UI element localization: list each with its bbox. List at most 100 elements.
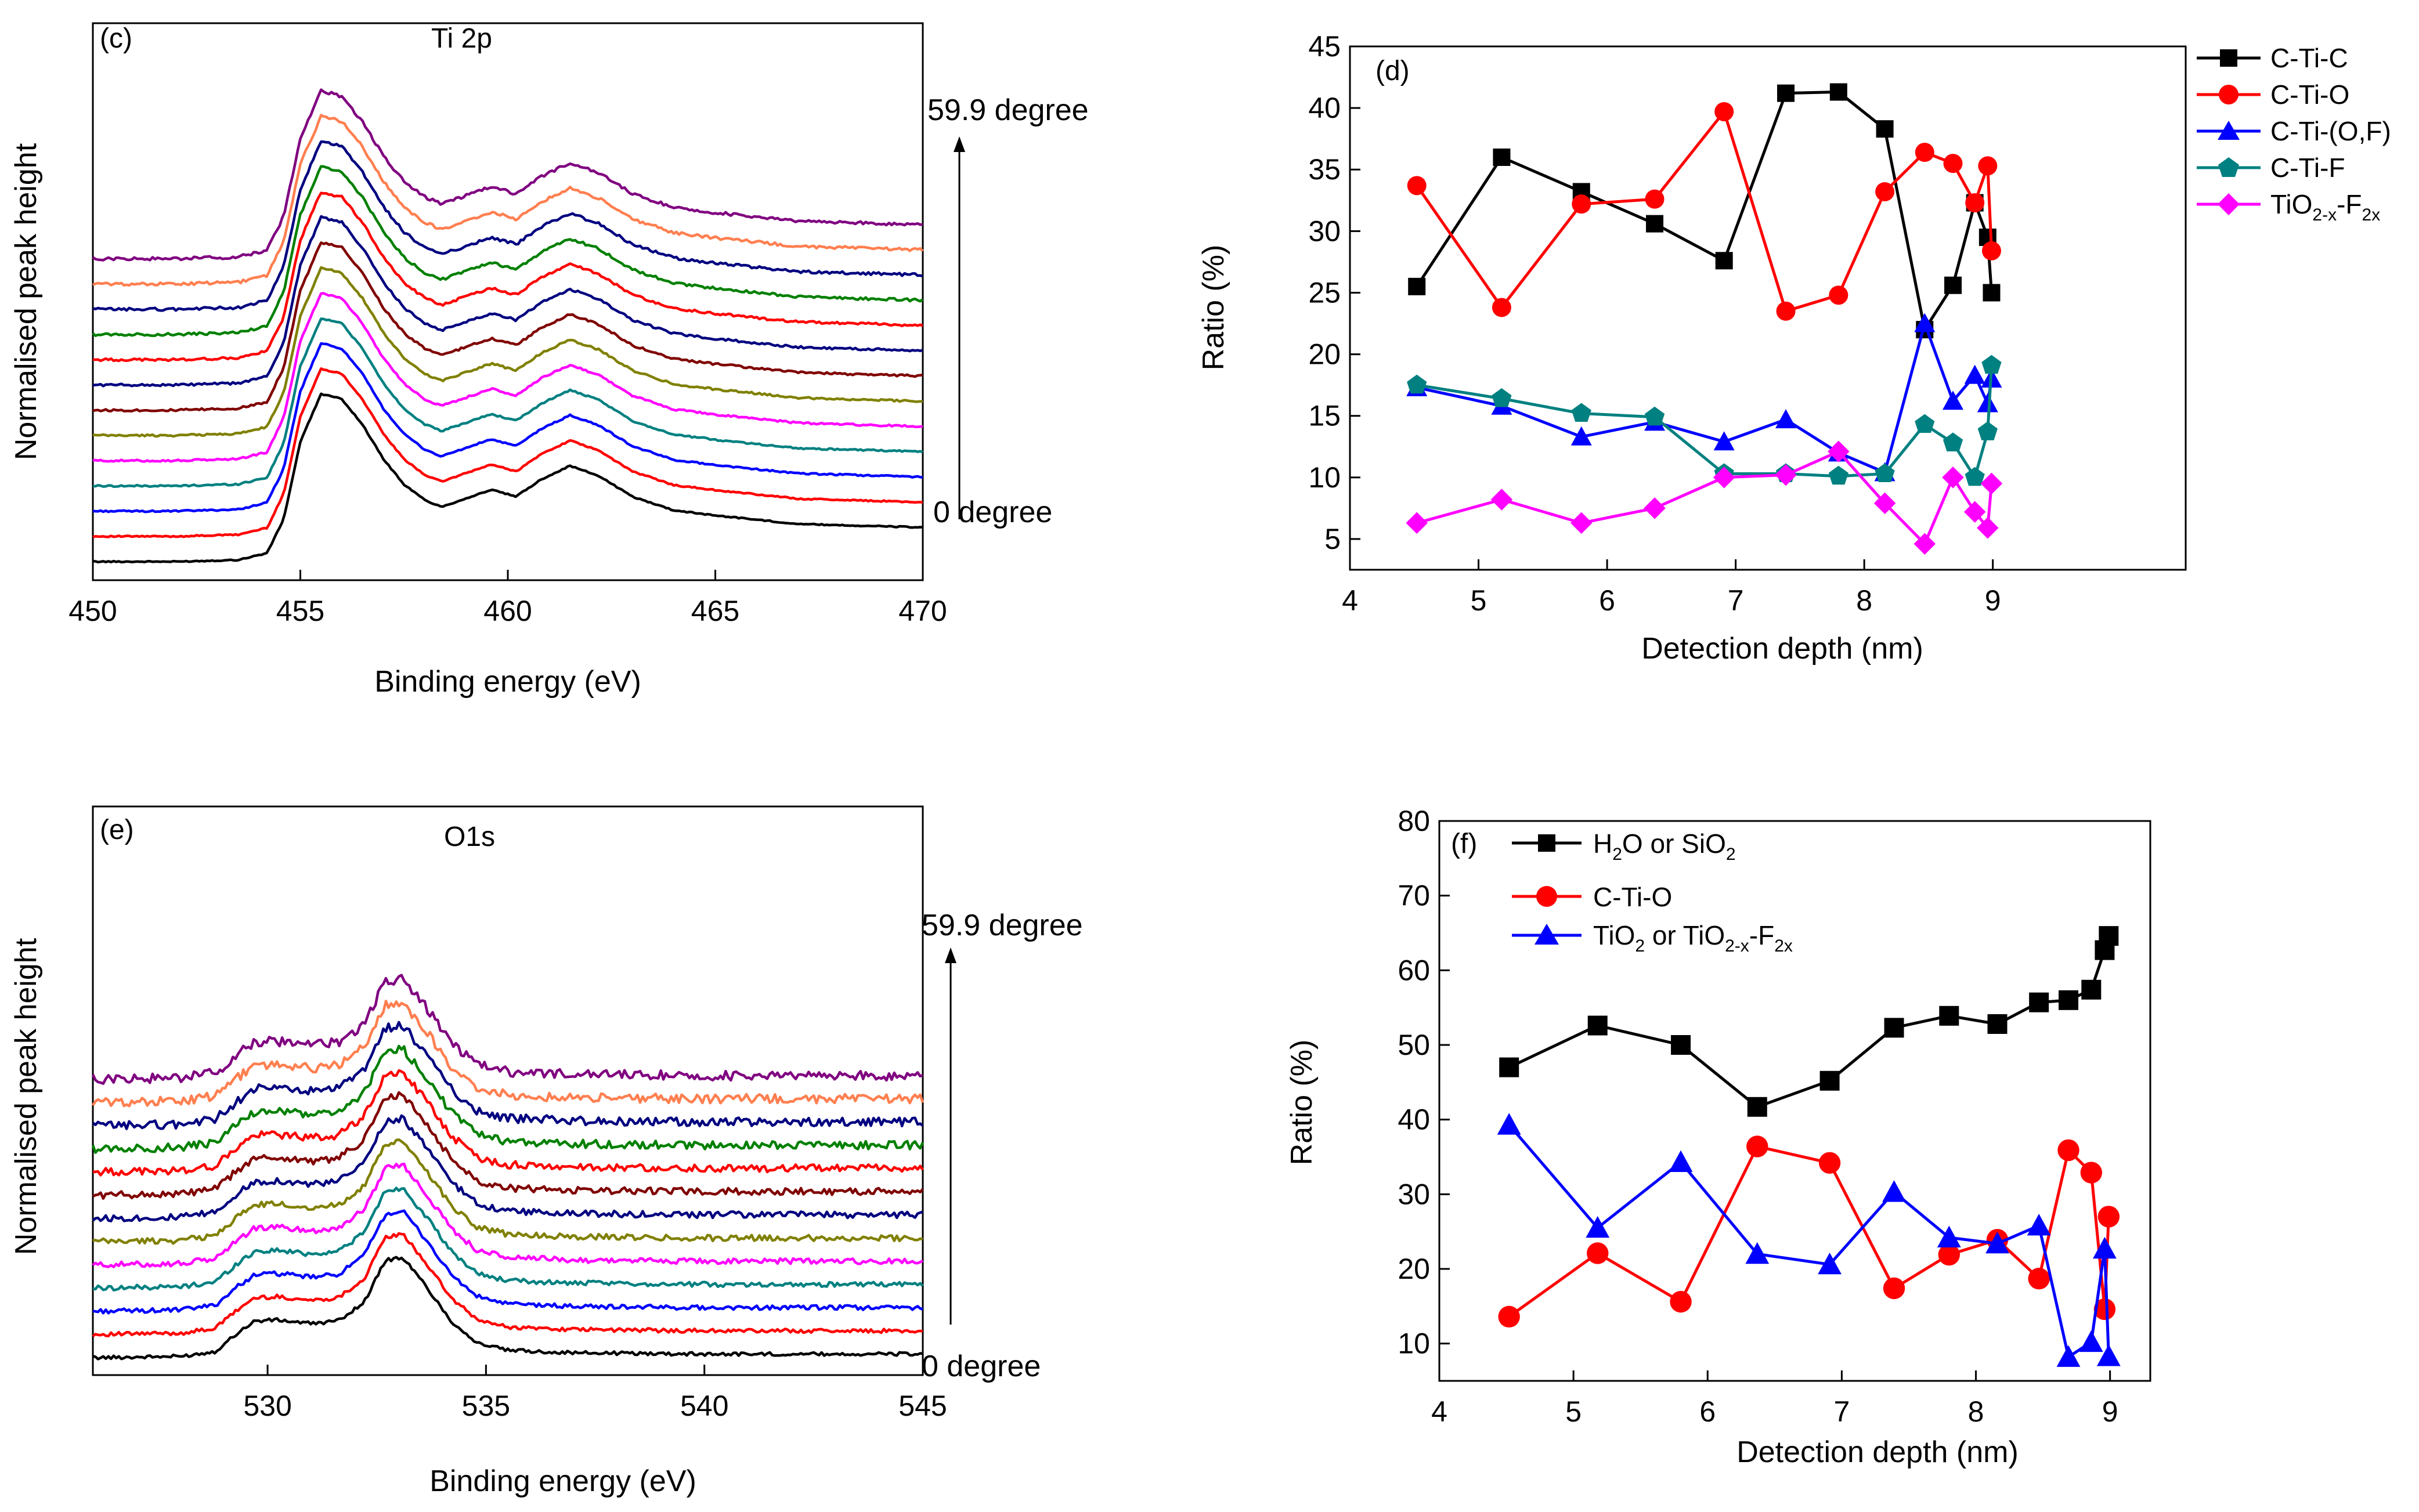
panel-d-point-c-ti-c-8	[1876, 120, 1894, 138]
panel-f-legend: H2O or SiO2 C-Ti-O TiO2 or TiO2-x-F2x	[1512, 829, 1793, 956]
panel-d-point-c-ti-f-4	[1644, 406, 1665, 426]
panel-d-point-c-ti-f-13	[1981, 355, 2002, 374]
panel-d-point-tio2-x-f2x-11	[1963, 501, 1986, 523]
panel-d-y-tick-label-15: 15	[1308, 400, 1341, 432]
panel-f-point-h2o-or-sio2-8	[1987, 1014, 2008, 1034]
panel-f-point-tio2-or-tio2-x-f2x-3	[1669, 1150, 1693, 1173]
panel-d-point-c-ti-c-13	[1983, 284, 2001, 302]
panel-c-x-ticks: 450 455 460 465 470	[68, 570, 947, 627]
panel-d-point-c-ti-o-5	[1714, 102, 1734, 121]
panel-e-spectrum-1	[92, 1256, 923, 1361]
panel-c-ti2p-spectra: (c) Ti 2p 450 455 460 465 470 Binding energy…	[9, 22, 1089, 699]
panel-d-point-tio2-x-f2x-7	[1828, 440, 1850, 463]
panel-d-point-c-ti-o-f-3	[1570, 426, 1592, 446]
panel-c-label: (c)	[100, 23, 132, 54]
legend-item-tio2: TiO2 or TiO2-x-F2x	[1512, 920, 1793, 956]
panel-f-point-c-ti-o-1	[1498, 1305, 1520, 1328]
legend-label-h2o-sio2: H2O or SiO2	[1593, 829, 1736, 864]
panel-d-point-c-ti-o-7	[1829, 285, 1848, 305]
panel-e-label: (e)	[100, 815, 134, 845]
panel-f-point-c-ti-o-13	[2097, 1206, 2120, 1228]
panel-f-point-c-ti-o-4	[1746, 1135, 1768, 1157]
legend-label-tio2-f2x: TiO2-x-F2x	[2270, 189, 2380, 225]
panel-c-spectrum-13	[92, 88, 923, 262]
panel-f-point-tio2-or-tio2-x-f2x-13	[2096, 1344, 2121, 1366]
panel-c-annotation-top: 59.9 degree	[927, 93, 1089, 127]
panel-f-point-c-ti-o-9	[2028, 1268, 2050, 1290]
panel-d-point-c-ti-o-f-9	[1914, 313, 1936, 332]
panel-d-point-tio2-x-f2x-12	[1977, 517, 1999, 539]
panel-c-x-title: Binding energy (eV)	[374, 665, 641, 699]
legend-item-c-ti-of: C-Ti-(O,F)	[2197, 116, 2391, 146]
legend-label-c-ti-o-f: C-Ti-O	[1593, 882, 1672, 912]
legend-label-tio2: TiO2 or TiO2-x-F2x	[1593, 920, 1793, 956]
panel-d-point-c-ti-f-7	[1828, 465, 1848, 485]
panel-f-y-tick-label-10: 10	[1398, 1327, 1430, 1360]
legend-item-c-ti-f: C-Ti-F	[2197, 153, 2345, 183]
panel-d-x-tick-label-5: 5	[1471, 584, 1487, 617]
panel-f-point-c-ti-o-10	[2057, 1139, 2079, 1162]
legend-label-c-ti-of: C-Ti-(O,F)	[2270, 116, 2391, 146]
panel-d-point-c-ti-c-5	[1715, 252, 1733, 270]
panel-d-y-tick-label-40: 40	[1308, 92, 1341, 124]
panel-d-point-c-ti-o-f-5	[1713, 431, 1735, 451]
panel-d-x-title: Detection depth (nm)	[1641, 632, 1923, 665]
legend-label-c-ti-f: C-Ti-F	[2270, 153, 2345, 183]
panel-d-y-tick-label-10: 10	[1308, 461, 1341, 494]
panel-d-y-title: Ratio (%)	[1197, 245, 1230, 371]
panel-f-point-c-ti-o-3	[1670, 1290, 1692, 1313]
panel-e-curves	[91, 974, 925, 1361]
panel-e-arrow-head	[945, 947, 956, 963]
panel-f-x-tick-label-5: 5	[1565, 1395, 1582, 1428]
panel-d-point-c-ti-f-3	[1571, 403, 1591, 422]
panel-c-spectrum-1	[92, 392, 923, 564]
panel-c-x-tick-label-465: 465	[691, 595, 739, 627]
panel-c-spectrum-3	[92, 342, 923, 513]
panel-f-axes: 4 5 6 7 8 9 10 20 30 40 50 60 70 80	[1398, 805, 2118, 1428]
panel-d-x-tick-label-9: 9	[1985, 584, 2001, 617]
panel-f-point-tio2-or-tio2-x-f2x-11	[2079, 1330, 2103, 1352]
panel-e-spectrum-10	[91, 1044, 925, 1154]
panel-e-x-title: Binding energy (eV)	[429, 1464, 696, 1498]
panel-f-label: (f)	[1451, 829, 1477, 859]
panel-d-point-c-ti-c-2	[1493, 149, 1511, 167]
panel-f-point-h2o-or-sio2-1	[1499, 1057, 1519, 1077]
panel-d-point-c-ti-o-8	[1875, 182, 1895, 201]
panel-c-spectrum-6	[92, 266, 923, 438]
panel-f-y-tick-label-50: 50	[1398, 1029, 1430, 1061]
panel-d-point-c-ti-o-f-12	[1977, 393, 1998, 413]
panel-f-point-c-ti-o-12	[2093, 1298, 2116, 1321]
panel-f-point-tio2-or-tio2-x-f2x-7	[1937, 1225, 1961, 1247]
panel-f-y-tick-label-70: 70	[1398, 880, 1430, 912]
panel-d-y-tick-label-5: 5	[1324, 523, 1341, 555]
panel-c-y-title: Normalised peak height	[9, 143, 43, 460]
panel-d-point-c-ti-c-7	[1829, 83, 1847, 101]
panel-d-point-c-ti-o-f-6	[1775, 409, 1797, 429]
panel-f-point-h2o-or-sio2-7	[1939, 1005, 1959, 1026]
legend-label-c-ti-o: C-Ti-O	[2270, 79, 2349, 110]
panel-d-point-tio2-x-f2x-1	[1406, 512, 1428, 534]
panel-e-spectrum-8	[92, 1091, 924, 1200]
panel-f-y-tick-label-40: 40	[1398, 1104, 1430, 1136]
panel-e-spectrum-9	[92, 1069, 924, 1177]
panel-d-x-tick-label-7: 7	[1728, 584, 1744, 617]
panel-f-point-tio2-or-tio2-x-f2x-9	[2027, 1213, 2051, 1236]
panel-f-point-tio2-or-tio2-x-f2x-10	[2056, 1345, 2081, 1367]
panel-d-point-c-ti-o-12	[1978, 156, 1998, 176]
panel-e-x-tick-label-545: 545	[898, 1390, 947, 1422]
panel-c-arrow-head	[954, 136, 965, 152]
panel-d-x-tick-label-4: 4	[1342, 584, 1358, 617]
panel-f-point-tio2-or-tio2-x-f2x-8	[1985, 1231, 2009, 1254]
panel-c-spectrum-5	[92, 292, 923, 463]
panel-d-x-tick-label-6: 6	[1599, 584, 1615, 617]
panel-d-y-tick-label-30: 30	[1308, 215, 1341, 247]
panel-c-x-tick-label-470: 470	[898, 595, 947, 627]
panel-f-point-c-ti-o-7	[1938, 1243, 1961, 1266]
panel-e-spectrum-5	[92, 1162, 924, 1268]
panel-d-point-c-ti-f-10	[1943, 432, 1963, 451]
panel-e-x-tick-label-535: 535	[462, 1390, 510, 1422]
panel-c-spectrum-7	[92, 241, 923, 413]
panel-d-point-c-ti-o-f-11	[1964, 364, 1985, 384]
panel-d-point-c-ti-o-10	[1943, 154, 1963, 173]
